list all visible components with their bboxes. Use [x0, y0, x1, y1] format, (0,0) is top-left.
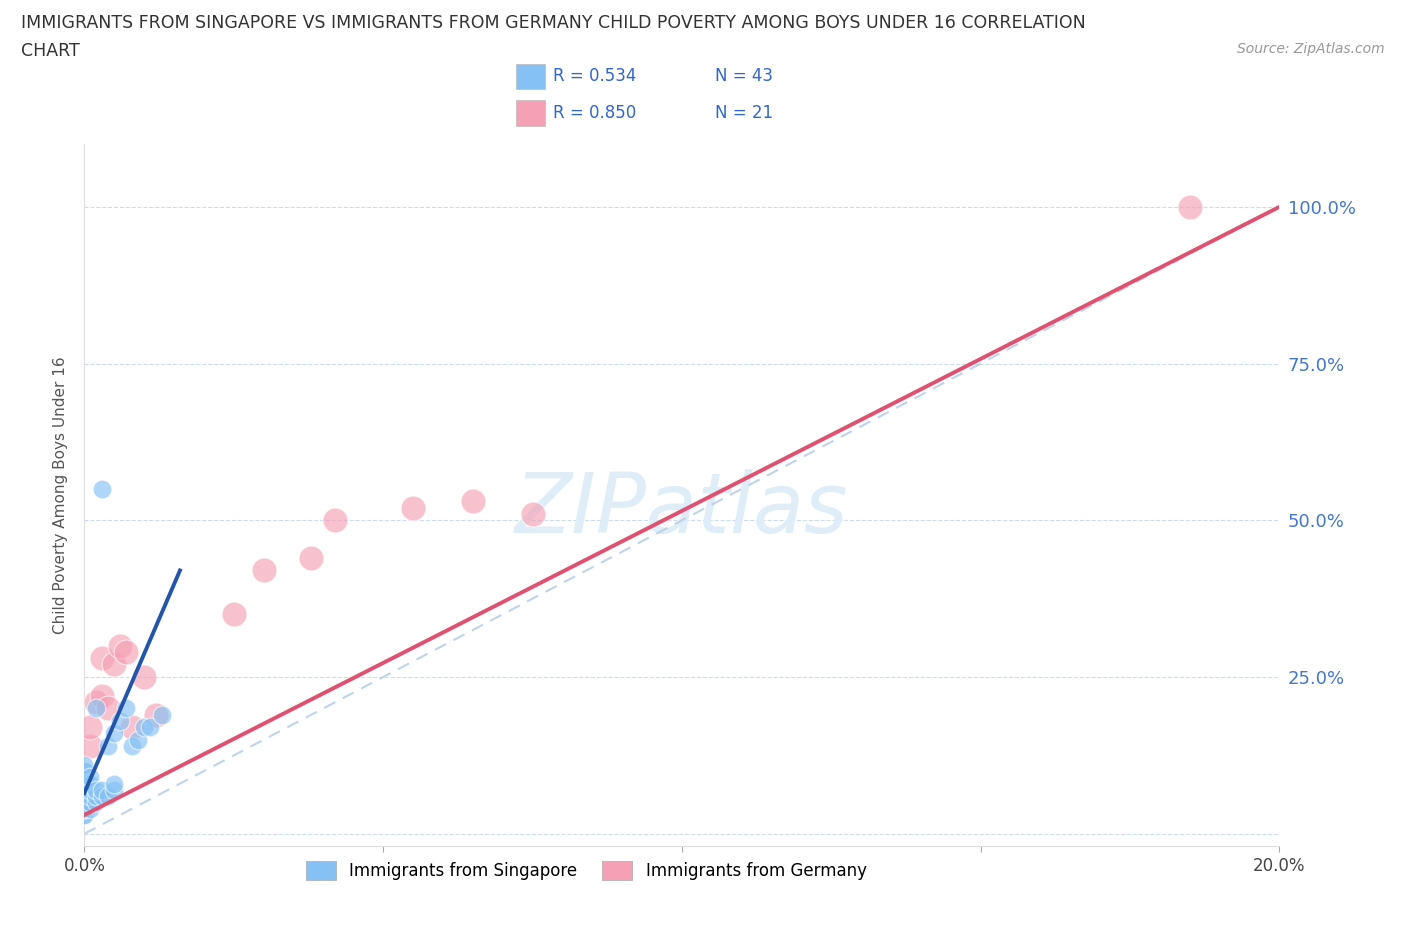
Point: [73, 795, 96, 810]
Point: [145, 707, 167, 722]
Point: [222, 607, 245, 622]
Text: N = 21: N = 21: [716, 104, 773, 122]
Point: [301, 551, 323, 565]
Point: [461, 494, 484, 509]
Point: [150, 707, 173, 722]
Point: [79, 789, 101, 804]
Point: [73, 782, 96, 797]
Point: [73, 789, 96, 804]
Point: [79, 720, 101, 735]
Legend: Immigrants from Singapore, Immigrants from Germany: Immigrants from Singapore, Immigrants fr…: [299, 855, 873, 887]
Point: [73, 807, 96, 822]
Point: [103, 782, 125, 797]
Point: [402, 500, 425, 515]
Point: [79, 770, 101, 785]
Point: [127, 732, 149, 747]
Point: [73, 764, 96, 778]
Point: [103, 658, 125, 672]
Point: [121, 738, 143, 753]
Point: [253, 563, 276, 578]
Point: [132, 720, 156, 735]
Bar: [516, 100, 546, 126]
Point: [73, 777, 96, 791]
Point: [73, 802, 96, 817]
Point: [73, 757, 96, 772]
Text: R = 0.534: R = 0.534: [554, 67, 637, 86]
Point: [115, 701, 138, 716]
Point: [91, 482, 114, 497]
Point: [73, 795, 96, 810]
Text: Source: ZipAtlas.com: Source: ZipAtlas.com: [1237, 42, 1385, 56]
Point: [97, 738, 120, 753]
Point: [73, 770, 96, 785]
Point: [91, 782, 114, 797]
Point: [73, 807, 96, 822]
Point: [110, 713, 132, 728]
Point: [79, 782, 101, 797]
Point: [73, 782, 96, 797]
Text: R = 0.850: R = 0.850: [554, 104, 637, 122]
Point: [73, 789, 96, 804]
Point: [325, 512, 347, 527]
Point: [86, 795, 108, 810]
Point: [73, 789, 96, 804]
Point: [73, 770, 96, 785]
Point: [79, 795, 101, 810]
Point: [86, 789, 108, 804]
Point: [79, 802, 101, 817]
Point: [97, 701, 120, 716]
Y-axis label: Child Poverty Among Boys Under 16: Child Poverty Among Boys Under 16: [53, 356, 69, 634]
Point: [110, 638, 132, 653]
Point: [73, 777, 96, 791]
Text: IMMIGRANTS FROM SINGAPORE VS IMMIGRANTS FROM GERMANY CHILD POVERTY AMONG BOYS UN: IMMIGRANTS FROM SINGAPORE VS IMMIGRANTS …: [21, 14, 1085, 32]
Point: [132, 670, 156, 684]
Point: [121, 720, 143, 735]
Point: [97, 789, 120, 804]
Point: [86, 701, 108, 716]
Text: ZIPatlas: ZIPatlas: [515, 469, 849, 550]
Point: [91, 789, 114, 804]
Point: [1178, 199, 1201, 214]
Point: [73, 764, 96, 778]
Point: [73, 802, 96, 817]
Point: [91, 651, 114, 666]
Point: [115, 644, 138, 659]
Point: [79, 738, 101, 753]
Point: [139, 720, 162, 735]
Point: [73, 802, 96, 817]
Point: [103, 777, 125, 791]
Point: [103, 726, 125, 741]
Text: N = 43: N = 43: [716, 67, 773, 86]
Text: CHART: CHART: [21, 42, 80, 60]
Bar: [516, 64, 546, 89]
Point: [522, 507, 544, 522]
Point: [86, 782, 108, 797]
Point: [86, 695, 108, 710]
Point: [91, 688, 114, 703]
Point: [79, 777, 101, 791]
